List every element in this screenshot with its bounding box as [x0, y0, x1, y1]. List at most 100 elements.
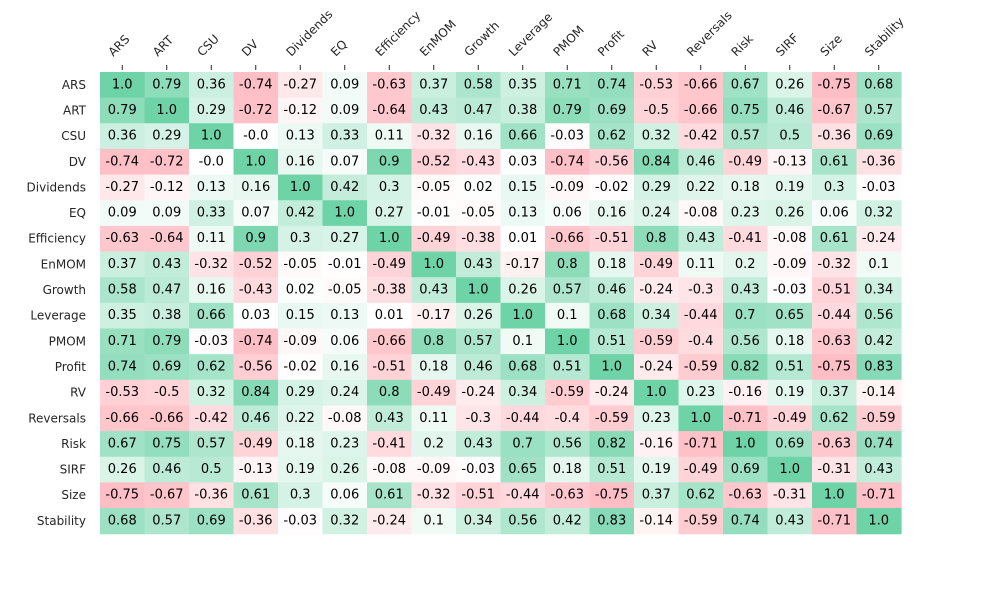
heatmap-cell — [812, 431, 858, 458]
heatmap-cell — [545, 328, 591, 355]
cell-value-label: -0.31 — [817, 462, 851, 477]
heatmap-cell — [233, 405, 279, 432]
cell-value-label: -0.24 — [461, 385, 495, 400]
cell-value-label: -0.03 — [862, 180, 896, 195]
cell-value-label: -0.42 — [684, 129, 718, 144]
heatmap-cell — [767, 251, 813, 278]
heatmap-cell — [856, 328, 902, 355]
heatmap-cell — [767, 72, 813, 99]
cell-value-label: -0.49 — [372, 257, 406, 272]
cell-value-label: 0.43 — [152, 257, 181, 272]
heatmap-cell — [144, 328, 190, 355]
heatmap-cell — [367, 302, 413, 330]
heatmap-cell — [233, 328, 279, 355]
cell-value-label: -0.01 — [328, 257, 362, 272]
cell-value-label: 0.46 — [241, 411, 270, 426]
heatmap-cell — [367, 508, 413, 535]
heatmap-cell — [278, 277, 324, 304]
heatmap-cell — [589, 251, 635, 278]
heatmap-cell — [723, 174, 769, 201]
heatmap-cell — [856, 277, 902, 304]
heatmap-cell — [100, 379, 146, 407]
heatmap-cell — [856, 200, 902, 227]
heatmap-cell — [500, 174, 546, 201]
heatmap-cell — [634, 123, 680, 150]
heatmap-cell — [812, 123, 858, 150]
heatmap-cell — [456, 277, 502, 304]
cell-value-label: -0.49 — [639, 257, 673, 272]
cell-value-label: -0.63 — [728, 488, 762, 503]
cell-value-label: -0.51 — [817, 283, 851, 298]
cell-value-label: 0.06 — [330, 488, 359, 503]
heatmap-cell — [278, 72, 324, 99]
cell-value-label: 0.22 — [686, 180, 715, 195]
cell-value-label: 0.34 — [464, 513, 493, 528]
cell-value-label: 0.18 — [731, 180, 760, 195]
heatmap-cell — [545, 251, 591, 278]
cell-value-label: 0.65 — [775, 308, 804, 323]
heatmap-cell — [634, 354, 680, 381]
heatmap-cell — [233, 225, 279, 253]
heatmap-cell — [456, 431, 502, 458]
heatmap-cell — [856, 148, 902, 176]
cell-value-label: 0.8 — [557, 257, 578, 272]
heatmap-cell — [723, 456, 769, 483]
cell-value-label: 0.46 — [597, 283, 626, 298]
heatmap-cell — [144, 148, 190, 176]
cell-value-label: -0.59 — [550, 385, 584, 400]
heatmap-cell — [500, 482, 546, 509]
heatmap-cell — [322, 302, 368, 330]
heatmap-cell — [678, 174, 724, 201]
cell-value-label: -0.09 — [417, 462, 451, 477]
heatmap-cell — [545, 456, 591, 483]
cell-value-label: 0.84 — [642, 154, 671, 169]
heatmap-cell — [812, 251, 858, 278]
heatmap-cell — [856, 379, 902, 407]
heatmap-cell — [322, 379, 368, 407]
heatmap-cell — [500, 200, 546, 227]
cell-value-label: 0.51 — [775, 359, 804, 374]
heatmap-cell — [367, 97, 413, 124]
heatmap-cell — [634, 174, 680, 201]
cell-value-label: -0.63 — [817, 334, 851, 349]
heatmap-cell — [233, 277, 279, 304]
heatmap-cell — [812, 277, 858, 304]
heatmap-cell — [278, 97, 324, 124]
heatmap-cell — [767, 200, 813, 227]
heatmap-cell — [456, 302, 502, 330]
cell-value-label: -0.08 — [773, 231, 807, 246]
cell-value-label: 1.0 — [557, 334, 578, 349]
heatmap-cell — [812, 354, 858, 381]
heatmap-cell — [411, 97, 457, 124]
heatmap-cell — [367, 123, 413, 150]
cell-value-label: -0.02 — [283, 359, 317, 374]
cell-value-label: 0.69 — [864, 129, 893, 144]
cell-value-label: 0.74 — [597, 77, 626, 92]
heatmap-cell — [144, 508, 190, 535]
heatmap-cell — [723, 123, 769, 150]
cell-value-label: 0.43 — [731, 283, 760, 298]
cell-value-label: -0.51 — [461, 488, 495, 503]
cell-value-label: 0.57 — [864, 103, 893, 118]
cell-value-label: 0.3 — [290, 488, 311, 503]
cell-value-label: -0.01 — [417, 206, 451, 221]
cell-value-label: 0.35 — [108, 308, 137, 323]
heatmap-cell — [100, 174, 146, 201]
heatmap-cell — [589, 225, 635, 253]
cell-value-label: 0.47 — [464, 103, 493, 118]
heatmap-cell — [411, 482, 457, 509]
x-tick-label: Growth — [461, 19, 502, 60]
cell-value-label: 0.42 — [330, 180, 359, 195]
cell-value-label: 0.29 — [197, 103, 226, 118]
heatmap-cell — [456, 148, 502, 176]
cell-value-label: -0.0 — [199, 154, 224, 169]
cell-value-label: 0.02 — [286, 283, 315, 298]
cell-value-label: 0.68 — [597, 308, 626, 323]
heatmap-cell — [278, 328, 324, 355]
x-tick-label: RV — [639, 37, 661, 59]
heatmap-cell — [634, 97, 680, 124]
heatmap-cell — [589, 354, 635, 381]
cell-value-label: 0.83 — [597, 513, 626, 528]
heatmap-cell — [456, 225, 502, 253]
